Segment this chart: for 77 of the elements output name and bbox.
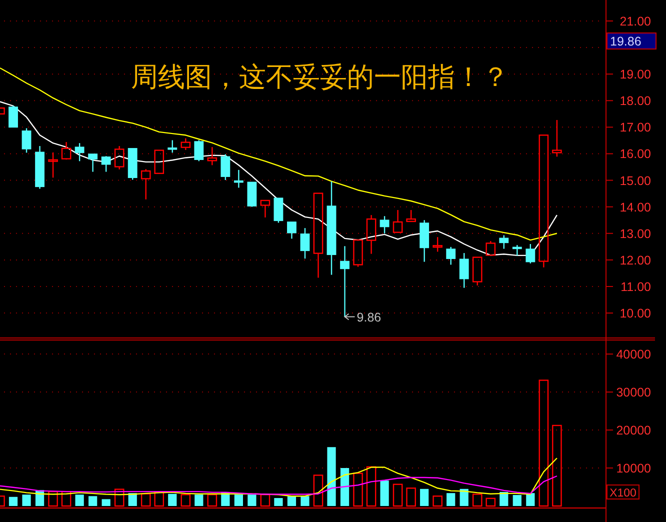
candlestick [366, 214, 376, 254]
bar [234, 494, 243, 506]
candlestick [260, 200, 270, 218]
bar [140, 493, 151, 507]
candlestick [35, 145, 44, 190]
bar [22, 494, 31, 506]
candlestick [154, 150, 164, 174]
y-tick-label: 40000 [616, 348, 652, 362]
bar [287, 496, 296, 506]
candlestick [8, 105, 18, 128]
bar [538, 380, 549, 507]
candlestick [287, 222, 296, 240]
bar [486, 498, 496, 507]
annotation: 9.86 [356, 310, 382, 324]
bar [207, 494, 218, 507]
candlestick [234, 169, 244, 188]
bar [88, 496, 98, 506]
text: 19.86 [610, 34, 642, 48]
candlestick [326, 180, 336, 276]
candlestick [420, 220, 430, 262]
candlestick [313, 192, 324, 278]
bar [392, 484, 403, 507]
bar [8, 496, 18, 506]
bar [406, 488, 416, 507]
y-tick-label: 14.00 [620, 200, 652, 214]
y-tick-label: 18.00 [620, 94, 652, 108]
y-tick-label: 17.00 [620, 120, 652, 135]
bar [260, 494, 270, 507]
bar [327, 447, 336, 506]
bar [380, 480, 389, 506]
y-tick-label: 12.00 [620, 253, 652, 268]
bar [366, 466, 376, 507]
bar [102, 499, 110, 506]
y-tick-label: 13.00 [620, 226, 652, 241]
bar [75, 494, 84, 506]
bar [114, 488, 124, 507]
bar [313, 474, 324, 507]
y-tick-label: 20000 [616, 424, 652, 438]
y-tick-label: 10.00 [620, 306, 652, 321]
candlestick [512, 244, 522, 256]
bar [460, 488, 468, 506]
bar [500, 492, 508, 506]
bar [154, 491, 164, 507]
candlestick [88, 154, 98, 172]
line-series [0, 475, 558, 495]
bar [472, 494, 482, 507]
bar [168, 494, 177, 506]
y-tick-label: 21.00 [620, 14, 652, 28]
y-tick-label: 15.00 [620, 174, 652, 188]
bar [552, 424, 562, 507]
text: 周线图，这不妥妥的一阳指！？ [131, 62, 509, 93]
y-tick-label: 10000 [616, 462, 652, 476]
line-series [0, 458, 558, 497]
y-tick-label: 16.00 [620, 147, 652, 162]
candlestick [207, 146, 218, 166]
bar [48, 490, 58, 507]
bar [446, 493, 456, 506]
bar [180, 494, 191, 507]
candlestick [340, 246, 350, 318]
bar [420, 488, 429, 506]
candlestick [538, 134, 549, 268]
bar [353, 472, 363, 507]
bar [432, 496, 442, 507]
text: X100 [610, 488, 636, 500]
y-tick-label: 11.00 [620, 280, 652, 294]
candlestick [392, 209, 403, 233]
bar [340, 468, 350, 506]
bar [194, 494, 204, 506]
bar [274, 498, 283, 506]
candlestick [406, 209, 416, 222]
bar [248, 494, 256, 506]
y-tick-label: 30000 [616, 386, 652, 400]
bar [526, 493, 535, 506]
bar [300, 496, 310, 506]
y-tick-label: 19.00 [620, 68, 652, 82]
bar [512, 494, 522, 506]
candlestick [114, 145, 124, 170]
